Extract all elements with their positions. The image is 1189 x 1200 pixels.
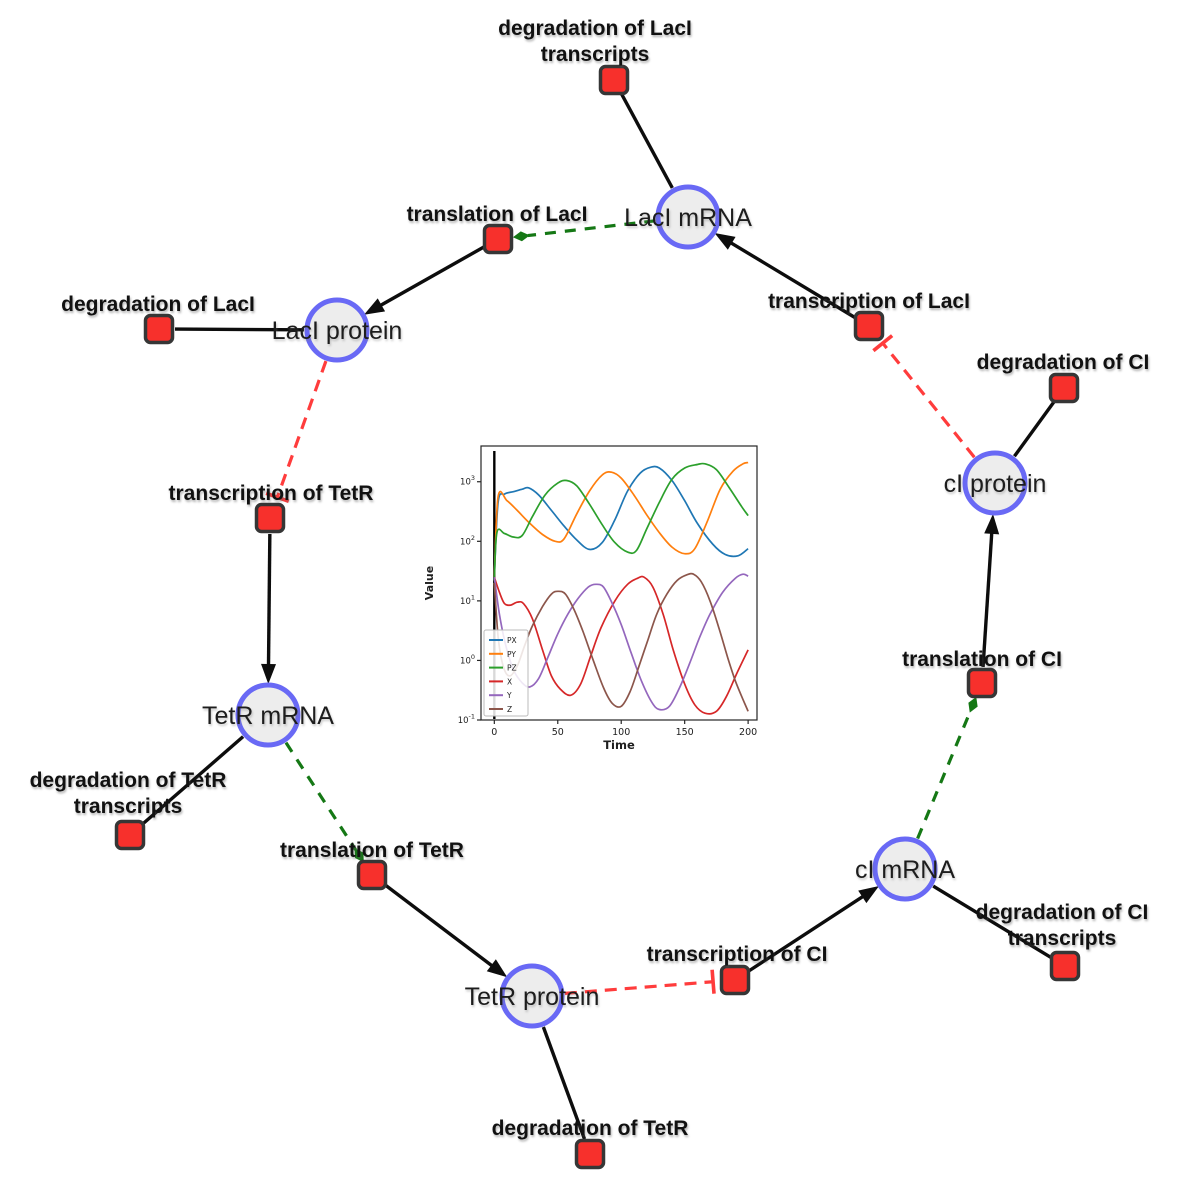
- legend-label-PY: PY: [507, 650, 516, 659]
- reaction-label-deg-laci-tx: degradation of LacI transcripts: [498, 17, 692, 66]
- modifier-arrowhead-icon: [968, 696, 978, 713]
- reaction-node-deg-laci-tx[interactable]: [598, 64, 630, 96]
- reaction-label-deg-tetr: degradation of TetR: [492, 1117, 689, 1140]
- x-tick-label: 200: [739, 727, 757, 738]
- chart-x-axis-label: Time: [603, 738, 635, 752]
- edge-ci-mrna-deg-ci-tx-reactant: [932, 884, 1053, 960]
- edge-tetr-mrna-deg-tetr-tx-reactant: [140, 735, 245, 826]
- legend-label-X: X: [507, 677, 512, 686]
- reaction-node-transl-ci[interactable]: [966, 667, 998, 699]
- chart-y-axis-label: Value: [423, 566, 436, 600]
- y-tick-label: 10-1: [458, 713, 475, 727]
- chart-series-PZ: [493, 462, 749, 581]
- edge-laci-mrna-transl-laci-modifier: [512, 219, 656, 242]
- legend-label-PZ: PZ: [507, 664, 517, 673]
- species-label-ci-protein: cI protein: [944, 470, 1047, 498]
- species-node-ci-mrna[interactable]: [872, 836, 938, 902]
- arrowhead-icon: [486, 959, 508, 978]
- species-node-laci-mrna[interactable]: [655, 184, 721, 250]
- reaction-label-txn-laci: transcription of LacI: [768, 290, 970, 313]
- edge-tetr-mrna-transl-tetr-modifier: [284, 741, 364, 863]
- modifier-arrowhead-icon: [512, 231, 530, 242]
- reaction-node-txn-laci[interactable]: [853, 310, 885, 342]
- species-nodes-layer: [235, 184, 1028, 1029]
- reaction-node-deg-ci[interactable]: [1048, 372, 1080, 404]
- species-label-ci-mrna: cI mRNA: [855, 856, 955, 884]
- y-tick-label: 102: [460, 534, 475, 548]
- reaction-label-deg-ci-tx: degradation of CI transcripts: [976, 901, 1149, 950]
- reaction-node-deg-ci-tx[interactable]: [1049, 950, 1081, 982]
- reaction-label-txn-tetr: transcription of TetR: [169, 482, 374, 505]
- edge-tetr-protein-deg-tetr-reactant: [541, 1026, 587, 1140]
- arrowhead-icon: [984, 513, 1000, 535]
- species-node-laci-protein[interactable]: [304, 297, 370, 363]
- edge-txn-laci-laci-mrna-product: [714, 232, 857, 320]
- modifier-arrowhead-icon: [354, 848, 364, 863]
- inhibition-tbar-icon: [872, 334, 894, 353]
- edge-laci-protein-deg-laci-reactant: [174, 327, 305, 332]
- chart-series-X: [493, 575, 749, 715]
- reaction-node-deg-tetr[interactable]: [574, 1138, 606, 1170]
- chart-frame: [480, 445, 758, 721]
- species-label-tetr-mrna: TetR mRNA: [202, 702, 334, 730]
- inhibition-tbar-icon: [710, 969, 716, 994]
- reaction-node-deg-tetr-tx[interactable]: [114, 819, 146, 851]
- x-tick-label: 50: [552, 727, 564, 738]
- edge-ci-mrna-transl-ci-modifier: [916, 696, 978, 840]
- edges-layer: [140, 93, 1056, 1140]
- species-node-tetr-protein[interactable]: [499, 963, 565, 1029]
- edge-ci-protein-deg-ci-reactant: [1013, 399, 1056, 458]
- x-tick-label: 100: [612, 727, 630, 738]
- chart-background: [421, 438, 772, 777]
- edge-transl-tetr-tetr-protein-product: [383, 883, 508, 978]
- chart-legend: PX PY PZ XYZ: [483, 629, 529, 717]
- inhibition-tbar-icon: [265, 491, 290, 504]
- labels-layer: degradation of LacI transcripts translatio…: [30, 17, 1150, 1140]
- reaction-node-transl-tetr[interactable]: [356, 859, 388, 891]
- y-tick-label: 103: [460, 474, 475, 488]
- chart-series-PY: [493, 461, 749, 578]
- reaction-label-deg-tetr-tx: degradation of TetR transcripts: [30, 769, 227, 818]
- y-tick-label: 100: [460, 653, 475, 667]
- reaction-node-deg-laci[interactable]: [143, 313, 175, 345]
- legend-label-Z: Z: [507, 705, 512, 714]
- reaction-label-transl-tetr: translation of TetR: [280, 839, 464, 862]
- species-label-tetr-protein: TetR protein: [465, 983, 600, 1011]
- edge-ci-protein-txn-laci-inhibition: [872, 334, 976, 459]
- y-tick-label: 101: [460, 593, 475, 607]
- edge-laci-protein-txn-tetr-inhibition: [265, 360, 328, 504]
- species-label-laci-mrna: LacI mRNA: [624, 204, 752, 232]
- edge-tetr-protein-txn-ci-inhibition: [564, 969, 716, 996]
- species-node-tetr-mrna[interactable]: [235, 682, 301, 748]
- reaction-nodes-layer: [114, 64, 1081, 1170]
- reaction-label-deg-ci: degradation of CI: [977, 351, 1150, 374]
- edge-laci-mrna-deg-laci-tx-reactant: [620, 93, 674, 189]
- edge-transl-ci-ci-protein-product: [981, 513, 1000, 668]
- reaction-node-txn-tetr[interactable]: [254, 502, 286, 534]
- arrowhead-icon: [858, 885, 880, 904]
- edge-txn-tetr-tetr-mrna-product: [261, 533, 277, 685]
- legend-label-PX: PX: [507, 636, 517, 645]
- species-node-ci-protein[interactable]: [962, 450, 1028, 516]
- legend-box: [483, 629, 529, 717]
- arrowhead-icon: [363, 298, 386, 315]
- reaction-label-deg-laci: degradation of LacI: [61, 293, 255, 316]
- arrowhead-icon: [714, 232, 736, 250]
- legend-label-Y: Y: [506, 691, 512, 700]
- edge-txn-ci-ci-mrna-product: [747, 885, 880, 973]
- reaction-label-txn-ci: transcription of CI: [647, 943, 828, 966]
- edge-transl-laci-laci-protein-product: [363, 245, 485, 315]
- reaction-label-transl-ci: translation of CI: [902, 648, 1062, 671]
- reaction-node-txn-ci[interactable]: [719, 964, 751, 996]
- reaction-node-transl-laci[interactable]: [482, 223, 514, 255]
- x-tick-label: 0: [491, 727, 497, 738]
- species-label-laci-protein: LacI protein: [272, 317, 403, 345]
- x-tick-label: 150: [676, 727, 694, 738]
- reaction-label-transl-laci: translation of LacI: [407, 203, 588, 226]
- arrowhead-icon: [261, 663, 277, 685]
